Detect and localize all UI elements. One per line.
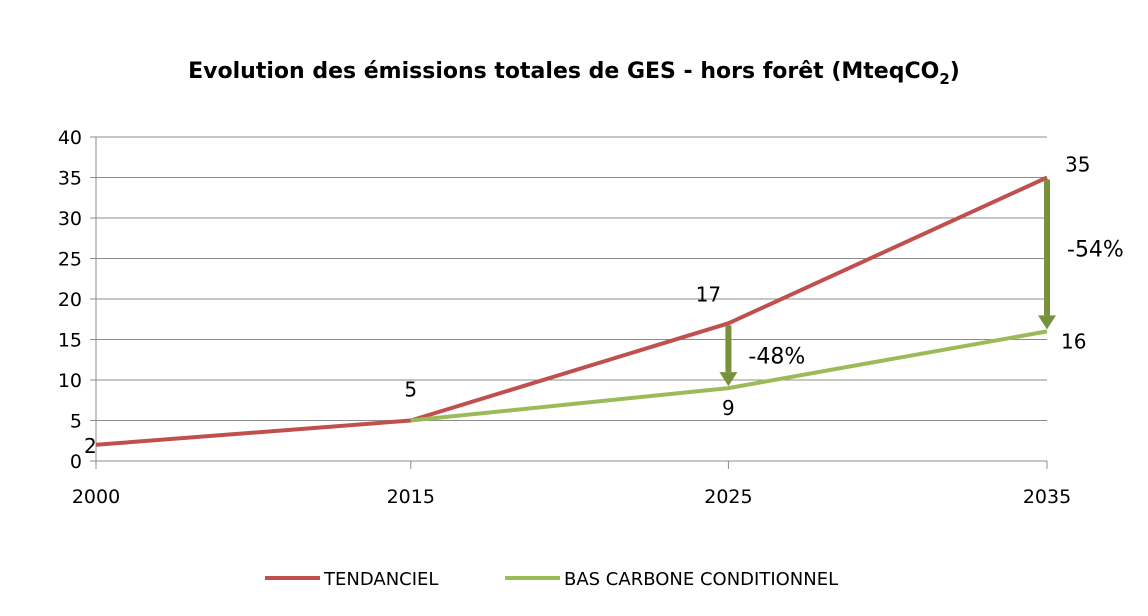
x-tick-label-2025: 2025	[704, 486, 752, 508]
series-line-tendanciel	[95, 175, 1048, 447]
y-tick-label-35: 35	[58, 168, 82, 190]
gridlines	[96, 136, 1047, 421]
legend: TENDANCIEL BAS CARBONE CONDITIONNEL	[265, 569, 838, 590]
x-tick-label-2035: 2035	[1023, 486, 1071, 508]
x-tick-label-2015: 2015	[387, 486, 435, 508]
arrow-label-2035: -54%	[1067, 237, 1124, 262]
y-tick-label-20: 20	[58, 289, 82, 311]
data-label-tendanciel-2000: 2	[84, 434, 97, 458]
y-tick-label-15: 15	[58, 330, 82, 352]
chart-title: Evolution des émissions totales de GES -…	[188, 59, 960, 88]
arrow-head-2025	[719, 372, 738, 387]
x-tick-label-2000: 2000	[72, 486, 120, 508]
arrow-shaft-2035	[1044, 179, 1050, 316]
x-axis: 2000 2015 2025 2035	[72, 460, 1071, 508]
arrow-shaft-2025	[725, 325, 732, 373]
chart-title-subscript: 2	[939, 70, 949, 88]
series-line-bas-carbone	[410, 329, 1048, 423]
arrow-head-2035	[1038, 315, 1056, 330]
arrow-label-2025: -48%	[748, 345, 805, 370]
y-axis: 0 5 10 15 20 25 30 35 40	[58, 127, 97, 473]
y-tick-label-10: 10	[58, 370, 82, 392]
y-tick-label-30: 30	[58, 208, 82, 230]
data-label-tendanciel-2035: 35	[1065, 153, 1090, 177]
reduction-arrows: -48% -54%	[719, 179, 1124, 387]
chart-title-end: )	[950, 59, 960, 84]
data-label-bas-carbone-2035: 16	[1061, 329, 1086, 353]
series-lines	[95, 175, 1048, 447]
data-labels: 2 5 17 35 9 16	[84, 153, 1090, 458]
data-label-tendanciel-2015: 5	[404, 378, 417, 402]
chart-title-main: Evolution des émissions totales de GES -…	[188, 59, 939, 84]
y-tick-label-0: 0	[70, 451, 82, 473]
y-tick-label-25: 25	[58, 249, 82, 271]
y-tick-label-40: 40	[58, 127, 82, 149]
legend-label-bas-carbone: BAS CARBONE CONDITIONNEL	[564, 569, 838, 590]
y-tick-label-5: 5	[70, 411, 82, 433]
legend-label-tendanciel: TENDANCIEL	[323, 569, 438, 590]
data-label-bas-carbone-2025: 9	[722, 396, 735, 420]
data-label-tendanciel-2025: 17	[696, 282, 721, 306]
